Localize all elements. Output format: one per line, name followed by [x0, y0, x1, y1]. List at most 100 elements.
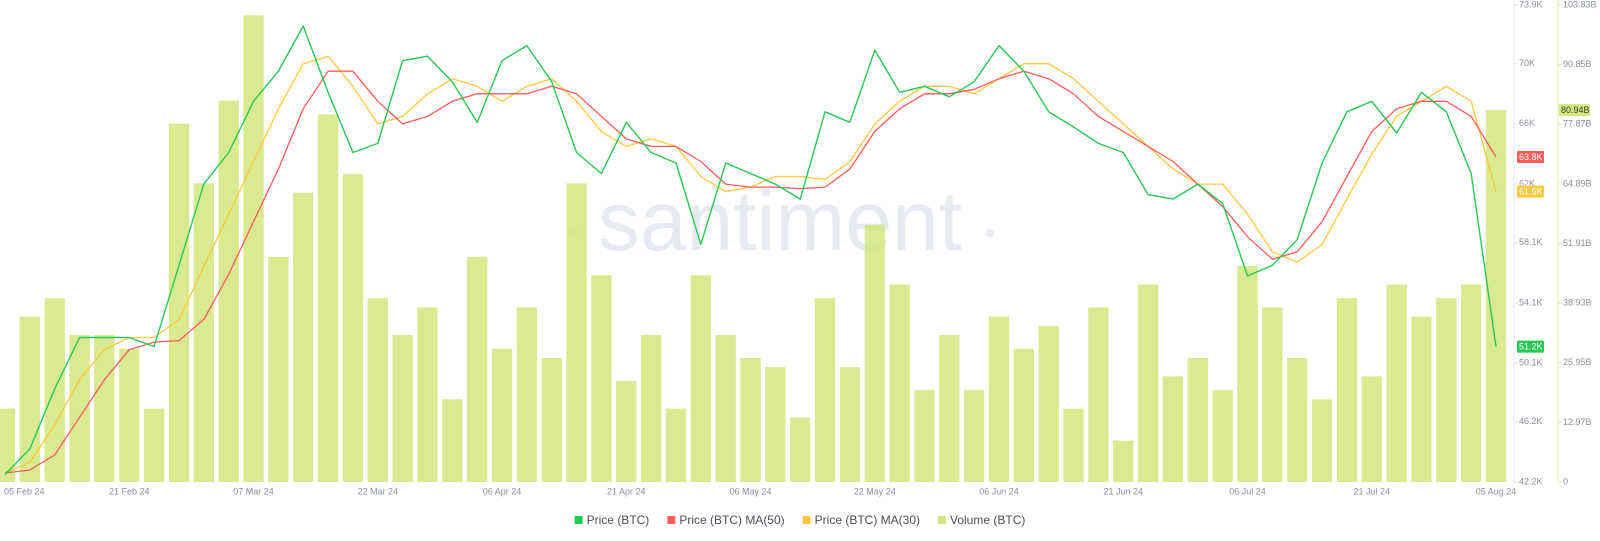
- y-tick-label: 58.1K: [1519, 237, 1543, 247]
- volume-bar: [665, 408, 687, 482]
- line: [4, 70, 1497, 474]
- volume-bar: [1361, 376, 1382, 482]
- badge-label: 80.94B: [1561, 105, 1590, 115]
- volume-bar: [367, 298, 388, 482]
- volume-bar: [740, 357, 761, 482]
- badge-label: 63.8K: [1519, 152, 1543, 162]
- volume-bar: [914, 390, 935, 482]
- x-tick-label: 21 Apr 24: [607, 486, 646, 496]
- watermark: santiment: [598, 174, 962, 268]
- volume-bar: [541, 357, 562, 482]
- y-tick-label: 70K: [1519, 58, 1535, 68]
- volume-bar: [1038, 325, 1059, 482]
- y2-tick-label: 103.83B: [1563, 0, 1597, 9]
- legend-swatch: [938, 516, 946, 524]
- volume-bar: [317, 114, 339, 482]
- last-value-badge: 80.94B: [1559, 104, 1590, 117]
- volume-bar: [0, 408, 16, 482]
- volume-bar: [1287, 357, 1308, 482]
- volume-bar: [1336, 298, 1358, 482]
- volume-bar: [1113, 440, 1134, 482]
- volume-bar: [1460, 284, 1482, 482]
- volume-bar: [94, 334, 115, 482]
- y-tick-label: 62K: [1519, 178, 1535, 188]
- volume-bar: [566, 183, 587, 482]
- volume-bar: [1311, 399, 1333, 482]
- volume-bar: [293, 192, 314, 482]
- volume-bar: [442, 399, 463, 482]
- x-tick-label: 21 Jun 24: [1103, 486, 1143, 496]
- volume-bar: [963, 390, 985, 482]
- legend-swatch: [802, 516, 811, 524]
- y2-tick-label: 90.85B: [1563, 59, 1592, 69]
- legend-label: Price (BTC): [587, 513, 650, 527]
- volume-bar: [1013, 348, 1035, 482]
- badge-label: 51.2K: [1519, 341, 1543, 351]
- volume-bar: [268, 256, 289, 482]
- volume-bar: [392, 334, 413, 482]
- volume-bar: [218, 100, 239, 482]
- x-tick-label: 06 Jul 24: [1229, 486, 1266, 496]
- volume-bar: [690, 275, 711, 482]
- volume-bar: [591, 275, 612, 482]
- badge-box: [1517, 185, 1544, 198]
- badge-label: 61.5K: [1519, 186, 1543, 196]
- y-tick-label: 50.1K: [1519, 358, 1543, 368]
- legend: Price (BTC) Price (BTC) MA(50) Price (BTC)…: [574, 513, 1025, 527]
- volume-bar: [1411, 316, 1432, 482]
- volume-bar: [1237, 266, 1258, 482]
- volume-bar: [516, 307, 538, 482]
- y-tick-label: 46.2K: [1519, 416, 1543, 426]
- volume-bar: [143, 408, 165, 482]
- volume-bar: [342, 174, 364, 482]
- y-tick-label: 42.2K: [1519, 476, 1543, 486]
- volume-bar: [616, 380, 637, 482]
- volume-bar: [1063, 408, 1084, 482]
- volume-bar: [1137, 284, 1159, 482]
- volume-bar: [466, 256, 488, 482]
- volume-bar: [1386, 284, 1407, 482]
- y2-tick-label: 25.95B: [1563, 357, 1592, 367]
- volume-bar: [19, 316, 41, 482]
- volume-bar: [814, 298, 836, 482]
- y-tick-label: 73.9K: [1519, 0, 1543, 9]
- x-tick-label: 22 May 24: [854, 486, 896, 496]
- volume-bar: [168, 123, 190, 483]
- last-value-badge: 63.8K: [1517, 150, 1544, 163]
- badge-box: [1517, 150, 1544, 163]
- volume-bar: [1436, 298, 1457, 482]
- y2-tick-label: 64.89B: [1563, 178, 1592, 188]
- y2-tick-label: 77.87B: [1563, 119, 1592, 129]
- legend-swatch: [667, 516, 676, 524]
- legend-swatch: [574, 516, 583, 524]
- badge-box: [1517, 340, 1544, 353]
- volume-bar: [1262, 307, 1283, 482]
- volume-bar: [839, 367, 861, 482]
- volume-bar: [889, 284, 910, 482]
- y-tick-label: 54.1K: [1519, 297, 1543, 307]
- volume-bar: [417, 307, 438, 482]
- x-tick-label: 22 Mar 24: [357, 486, 398, 496]
- line: [4, 25, 1497, 475]
- badge-box: [1559, 104, 1590, 117]
- x-tick-label: 06 Jun 24: [979, 486, 1019, 496]
- x-tick-label: 21 Feb 24: [109, 486, 150, 496]
- watermark-dot: [986, 229, 994, 237]
- y2-tick-label: 51.91B: [1563, 238, 1592, 248]
- volume-bar: [864, 224, 885, 482]
- last-value-badge: 51.2K: [1517, 340, 1544, 353]
- volume-bar: [69, 334, 90, 482]
- volume-bar: [1485, 110, 1507, 482]
- legend-label: Price (BTC) MA(30): [815, 513, 920, 527]
- legend-label: Volume (BTC): [950, 513, 1025, 527]
- volume-bar: [790, 417, 811, 482]
- volume-bar: [1212, 390, 1233, 482]
- volume-bar: [988, 316, 1010, 482]
- volume-bar: [939, 334, 960, 482]
- x-tick-label: 05 Aug 24: [1476, 486, 1517, 496]
- last-value-badge: 61.5K: [1517, 185, 1544, 198]
- x-tick-label: 21 Jul 24: [1353, 486, 1390, 496]
- legend-label: Price (BTC) MA(50): [679, 513, 784, 527]
- x-tick-label: 05 Feb 24: [4, 486, 45, 496]
